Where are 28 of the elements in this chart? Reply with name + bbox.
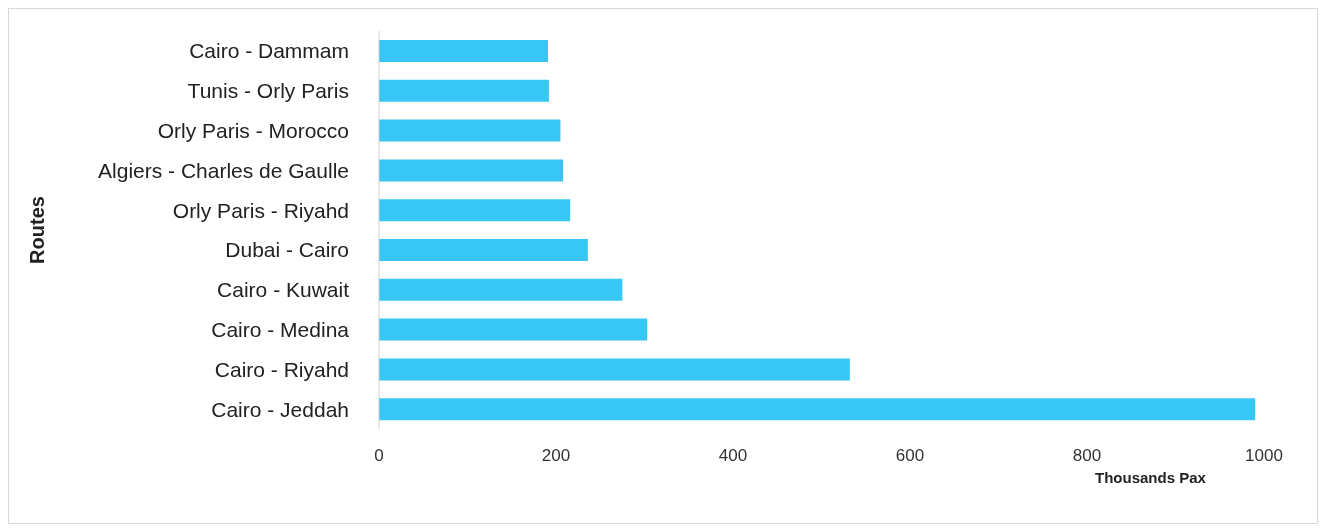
bar [379, 199, 571, 222]
x-tick-label: 200 [541, 446, 571, 466]
bar [379, 119, 561, 142]
y-tick-label: Orly Paris - Riyahd [172, 198, 349, 222]
bar [379, 159, 564, 182]
bar [379, 398, 1256, 421]
x-axis-title: Thousands Pax [1095, 469, 1206, 486]
x-tick-label: 600 [895, 446, 925, 466]
bar [379, 239, 588, 261]
y-tick-label: Orly Paris - Morocco [157, 118, 349, 142]
y-tick-label: Cairo - Riyahd [214, 357, 349, 381]
y-tick-label: Dubai - Cairo [225, 238, 349, 262]
x-tick-label: 1000 [1245, 446, 1283, 466]
y-tick-label: Tunis - Orly Paris [187, 79, 349, 103]
bar [379, 318, 648, 341]
y-tick-label: Cairo - Kuwait [217, 278, 350, 302]
bar [379, 278, 623, 301]
y-tick-label: Cairo - Medina [211, 317, 350, 341]
bar [379, 79, 549, 102]
y-tick-label: Cairo - Dammam [189, 39, 349, 63]
y-tick-label: Cairo - Jeddah [211, 397, 349, 421]
x-tick-label: 400 [718, 446, 748, 466]
bar [379, 40, 549, 62]
x-tick-label: 0 [374, 446, 384, 466]
y-tick-label: Algiers - Charles de Gaulle [98, 158, 349, 182]
x-tick-label: 800 [1072, 446, 1102, 466]
y-axis-title: Routes [26, 196, 49, 264]
bar [379, 358, 850, 381]
